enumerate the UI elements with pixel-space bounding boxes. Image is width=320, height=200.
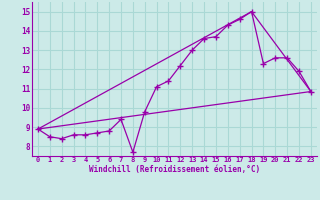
X-axis label: Windchill (Refroidissement éolien,°C): Windchill (Refroidissement éolien,°C) xyxy=(89,165,260,174)
